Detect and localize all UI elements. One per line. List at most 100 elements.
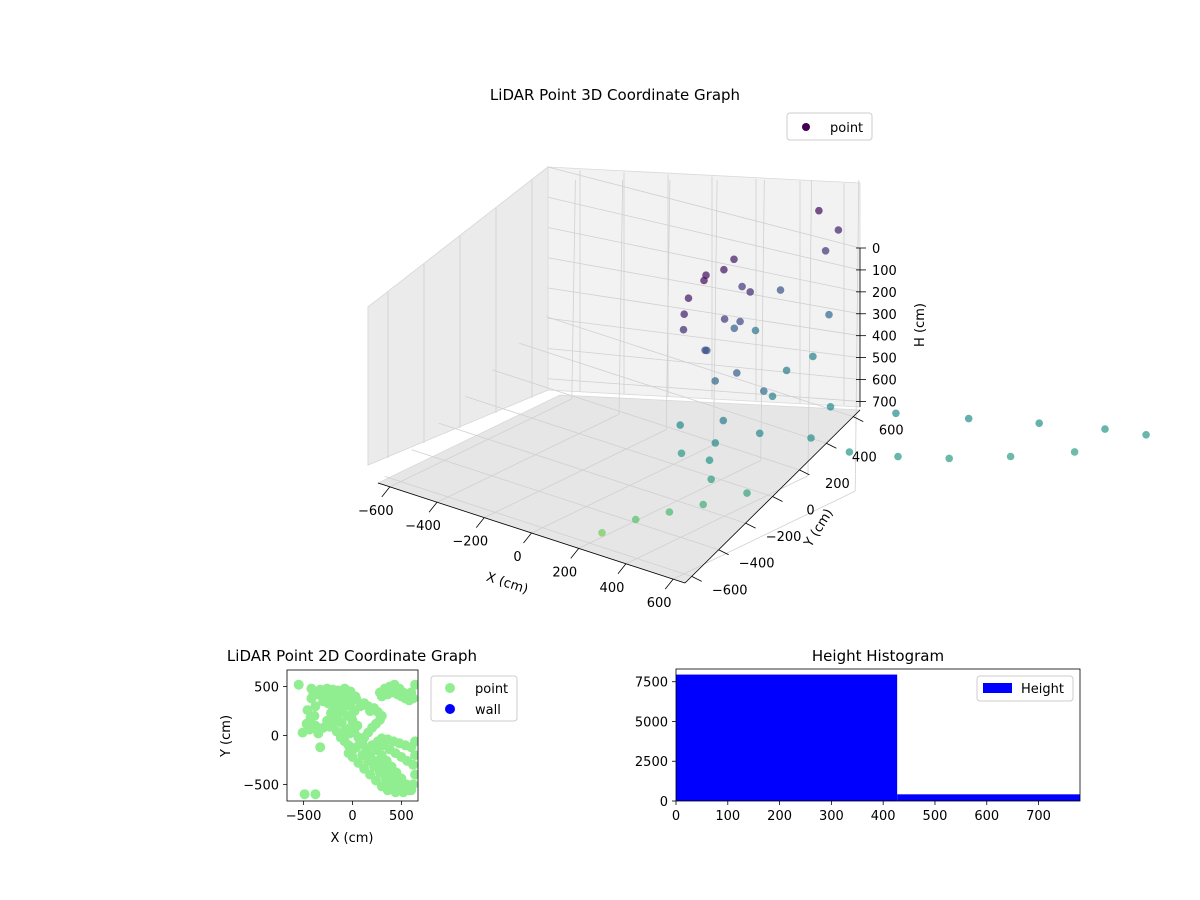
point-2d — [310, 701, 321, 712]
point-3d — [676, 421, 684, 429]
point-3d — [730, 324, 739, 333]
grid-line-z — [547, 317, 861, 358]
point-3d — [665, 508, 674, 516]
grid-line-x — [578, 460, 761, 549]
grid-line-z — [547, 257, 861, 315]
point-3d — [807, 434, 815, 442]
x-tick-label: 200 — [767, 809, 792, 824]
point-3d — [809, 352, 817, 361]
chart-3d-grid — [384, 166, 861, 580]
x-tick-mark — [523, 532, 532, 544]
point-3d — [894, 452, 902, 461]
x-tick-label: 700 — [1026, 809, 1051, 824]
point-3d — [821, 247, 830, 255]
point-3d — [711, 439, 720, 447]
x-tick-label: 600 — [647, 596, 672, 611]
grid-line-x — [531, 444, 714, 534]
chart-3d-legend-label: point — [830, 121, 863, 136]
y-tick-label: −200 — [766, 530, 802, 545]
point-3d — [631, 515, 640, 524]
x-tick-mark — [617, 563, 627, 575]
point-2d — [304, 724, 315, 735]
point-3d — [746, 288, 754, 296]
chart-2d-ylabel: Y (cm) — [219, 715, 234, 758]
grid-line-y — [465, 396, 773, 497]
y-tick-mark — [691, 575, 702, 582]
point-3d — [700, 276, 708, 285]
x-tick-label: −400 — [405, 519, 441, 534]
point-3d — [730, 255, 738, 264]
y-tick-label: −500 — [243, 778, 279, 793]
y-tick-label: 0 — [806, 504, 814, 519]
point-2d — [376, 691, 387, 702]
point-2d — [410, 736, 418, 747]
point-2d — [376, 710, 387, 721]
grid-line-x — [484, 429, 667, 518]
y-tick-label: 2500 — [635, 755, 668, 770]
y-tick-mark — [853, 416, 864, 423]
point-3d — [707, 475, 715, 484]
grid-line-z — [547, 166, 861, 249]
x-tick-mark — [475, 517, 485, 528]
grid-line-x-back — [571, 179, 576, 399]
chart-2d-title: LiDAR Point 2D Coordinate Graph — [227, 647, 477, 665]
point-3d — [1006, 452, 1015, 461]
x-tick-mark — [664, 578, 674, 590]
y-tick-mark — [799, 469, 810, 476]
grid-line-z — [547, 196, 861, 271]
y-tick-mark — [745, 522, 756, 529]
chart-2d-legend: point wall — [430, 675, 518, 722]
point-3d — [815, 206, 823, 215]
chart-3d-legend-marker — [802, 123, 810, 131]
point-2d — [410, 769, 418, 780]
point-2d — [299, 789, 310, 800]
chart-3d-ticks: −600−400−2000200400600−600−400−200020040… — [358, 242, 904, 611]
chart-3d-title: LiDAR Point 3D Coordinate Graph — [490, 86, 740, 104]
histogram-ticks: 0 100 200 300 400 500 600 700 0 2500 5000 7500 — [635, 676, 1051, 824]
point-2d — [334, 706, 345, 717]
y-tick-mark — [772, 496, 783, 502]
point-3d — [680, 310, 688, 319]
point-3d — [1142, 431, 1150, 439]
chart-2d-xlabel: X (cm) — [331, 831, 374, 846]
point-3d — [892, 409, 900, 418]
histogram-legend-swatch — [983, 683, 1012, 693]
point-3d — [826, 403, 835, 411]
x-tick-label: 500 — [389, 809, 414, 824]
point-2d — [372, 755, 383, 766]
point-3d — [711, 377, 719, 385]
chart-3d-xlabel: X (cm) — [484, 570, 530, 598]
z-tick-label: 400 — [872, 330, 897, 345]
point-3d — [782, 366, 791, 375]
grid-line-y — [519, 342, 827, 444]
point-3d — [760, 387, 768, 395]
point-2d — [408, 759, 418, 770]
chart-3d-legend: point — [786, 112, 873, 141]
point-3d — [738, 282, 746, 291]
y-tick-mark — [826, 442, 837, 449]
point-3d — [945, 454, 953, 463]
chart-2d: LiDAR Point 2D Coordinate Graph −500 0 500… — [219, 647, 518, 846]
point-3d — [768, 392, 777, 401]
z-tick-label: 600 — [872, 374, 897, 389]
point-2d — [325, 721, 335, 732]
grid-line-x-back — [760, 179, 765, 461]
point-2d — [338, 698, 349, 709]
chart-histogram: Height Histogram 0 100 200 300 400 500 600 7000… — [635, 647, 1081, 824]
y-tick-label: 400 — [852, 450, 877, 465]
y-tick-label: 600 — [879, 424, 904, 439]
chart-3d-zlabel: H (cm) — [913, 303, 928, 347]
point-3d — [705, 456, 714, 465]
point-3d — [776, 286, 785, 294]
point-3d — [1101, 425, 1109, 433]
histogram-legend-box — [976, 675, 1074, 702]
point-3d — [720, 265, 728, 274]
histogram-bars — [676, 674, 1080, 801]
point-3d — [964, 414, 973, 423]
point-3d — [703, 346, 711, 355]
histogram-frame — [675, 668, 1081, 802]
y-tick-label: −400 — [739, 557, 775, 572]
x-tick-label: −600 — [358, 504, 394, 519]
histogram-title: Height Histogram — [812, 647, 944, 665]
